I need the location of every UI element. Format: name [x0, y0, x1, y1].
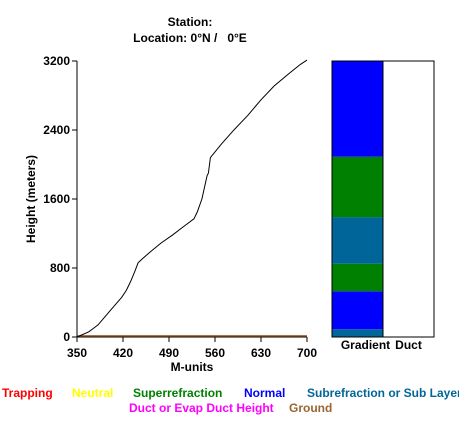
x-tick-label: 630	[251, 346, 271, 360]
gradient-bar-label: Gradient	[341, 338, 390, 352]
duct-bar-frame	[382, 60, 435, 338]
legend-neutral: Neutral	[72, 386, 114, 400]
x-tick-label: 350	[67, 346, 87, 360]
legend-duct: Duct or Evap Duct Height	[129, 401, 274, 415]
gradient-segment	[332, 291, 383, 330]
gradient-segment	[332, 217, 383, 264]
legend-normal: Normal	[244, 386, 286, 400]
station-label: Station:	[167, 15, 213, 29]
x-tick-label: 560	[205, 346, 225, 360]
y-tick-label: 800	[50, 261, 70, 275]
m-unit-profile-line	[76, 59, 308, 338]
gradient-segment	[332, 263, 383, 292]
y-tick-label: 1600	[43, 192, 70, 206]
y-axis-title: Height (meters)	[24, 155, 38, 243]
x-tick-label: 490	[159, 346, 179, 360]
legend-superrefraction: Superrefraction	[133, 386, 223, 400]
gradient-segment	[332, 61, 383, 157]
x-tick-label: 700	[297, 346, 317, 360]
x-axis-title: M-units	[171, 360, 214, 374]
x-tick-label: 420	[113, 346, 133, 360]
legend-ground: Ground	[289, 401, 333, 415]
y-tick-label: 0	[63, 330, 70, 344]
legend-trapping: Trapping	[2, 386, 53, 400]
location-label: Location:	[133, 31, 188, 45]
gradient-segment	[332, 329, 383, 337]
gradient-segment	[332, 156, 383, 218]
legend-subrefraction: Subrefraction or Sub Layer	[307, 386, 459, 400]
location-value: 0°N / 0°E	[190, 31, 247, 45]
y-tick-label: 3200	[43, 54, 70, 68]
y-tick-label: 2400	[43, 123, 70, 137]
duct-bar-label: Duct	[395, 338, 422, 352]
location-line: Location: 0°N / 0°E	[75, 31, 305, 45]
